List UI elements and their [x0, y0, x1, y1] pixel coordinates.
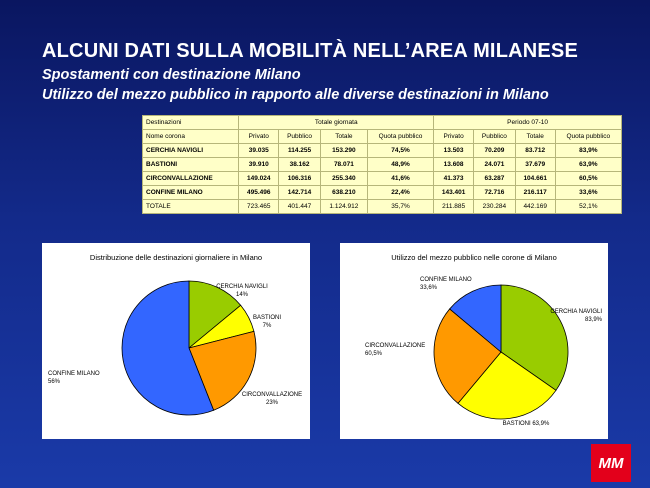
pie-chart-utilizzo: CERCHIA NAVIGLI 83,9% BASTIONI 63,9% CIRCON…	[365, 277, 603, 427]
table-cell: 38.162	[278, 157, 321, 172]
table-cell: 33,6%	[554, 185, 623, 200]
table-cell: 41,6%	[366, 171, 435, 186]
slice-label: CONFINE MILANO 33,6%	[420, 277, 472, 291]
column-header: Quota pubblico	[554, 129, 623, 144]
table-cell: 1.124.912	[319, 199, 368, 214]
table-cell: 442.169	[514, 199, 556, 214]
chart-panel-distribuzione: Distribuzione delle destinazioni giornal…	[42, 243, 310, 439]
table-cell: 13.503	[433, 143, 475, 158]
column-header: Privato	[433, 129, 475, 144]
table-row: BASTIONI 39.910 38.162 78.071 48,9% 13.608 24.…	[141, 157, 623, 172]
slice-label: CIRCONVALLAZIONE 60,5%	[365, 343, 425, 357]
slide-subtitle-1: Spostamenti con destinazione Milano	[42, 67, 301, 83]
table-header-periodo: Periodo 07-10	[433, 115, 622, 130]
pie-slice-bastioni	[457, 351, 557, 420]
table-cell: 723.465	[238, 199, 280, 214]
table-cell: 70.209	[473, 143, 516, 158]
table-cell: 83.712	[514, 143, 556, 158]
logo-text: MM	[598, 454, 624, 472]
table-cell: 153.290	[319, 143, 368, 158]
row-label: TOTALE	[141, 199, 240, 214]
table-cell: 35,7%	[366, 199, 435, 214]
table-cell: 216.117	[514, 185, 556, 200]
table-header-totale-giornata: Totale giornata	[238, 115, 435, 130]
table-cell: 13.608	[433, 157, 475, 172]
slice-label: BASTIONI 63,9%	[503, 421, 550, 427]
pie-chart-distribuzione: CERCHIA NAVIGLI 14% BASTIONI 7% CIRCONVALLAZ…	[48, 280, 302, 416]
column-header: Totale	[319, 129, 368, 144]
slide-subtitle-2: Utilizzo del mezzo pubblico in rapporto …	[42, 87, 549, 103]
table-cell: 255.340	[319, 171, 368, 186]
table-cell: 78.071	[319, 157, 368, 172]
table-header-destinazioni: Destinazioni	[141, 115, 240, 130]
table-cell: 114.255	[278, 143, 321, 158]
table-cell: 60,5%	[554, 171, 623, 186]
table-cell: 39.910	[238, 157, 280, 172]
table-cell: 104.661	[514, 171, 556, 186]
table-cell: 52,1%	[554, 199, 623, 214]
table-cell: 106.316	[278, 171, 321, 186]
chart-title: Distribuzione delle destinazioni giornal…	[89, 253, 263, 262]
pie-slice-confine-milano	[121, 280, 215, 416]
slice-label: CONFINE MILANO 56%	[48, 371, 100, 385]
column-header: Totale	[514, 129, 556, 144]
row-label: CERCHIA NAVIGLI	[141, 143, 240, 158]
table-cell: 37.679	[514, 157, 556, 172]
column-header: Privato	[238, 129, 280, 144]
table-cell: 83,9%	[554, 143, 623, 158]
table-cell: 63,9%	[554, 157, 623, 172]
pie-slice-cerchia-navigli	[188, 280, 242, 349]
row-label: CONFINE MILANO	[141, 185, 240, 200]
table-cell: 22,4%	[366, 185, 435, 200]
row-label: BASTIONI	[141, 157, 240, 172]
table-row: TOTALE 723.465 401.447 1.124.912 35,7% 211.88…	[141, 199, 623, 214]
table-cell: 39.035	[238, 143, 280, 158]
table-cell: 143.401	[433, 185, 475, 200]
slice-label: CERCHIA NAVIGLI 83,9%	[550, 309, 602, 323]
table-cell: 495.496	[238, 185, 280, 200]
table-cell: 401.447	[278, 199, 321, 214]
table-group-header-row: Destinazioni Totale giornata Periodo 07-…	[141, 115, 622, 130]
column-header: Pubblico	[473, 129, 516, 144]
chart-title: Utilizzo del mezzo pubblico nelle corone…	[391, 253, 557, 262]
table-cell: 48,9%	[366, 157, 435, 172]
table-row: CERCHIA NAVIGLI 39.035 114.255 153.290 74,5%…	[141, 143, 623, 158]
table-cell: 41.373	[433, 171, 475, 186]
pie-slice-cerchia-navigli	[500, 284, 569, 391]
mm-logo: MM	[591, 444, 631, 482]
table-row: CIRCONVALLAZIONE 149.024 106.316 255.340 41,…	[141, 171, 623, 186]
table-cell: 24.071	[473, 157, 516, 172]
column-header: Pubblico	[278, 129, 321, 144]
pie-slice-circonvallazione	[433, 308, 502, 404]
table-row: CONFINE MILANO 495.496 142.714 638.210 22,4%…	[141, 185, 623, 200]
pie-slice-confine-milano	[449, 284, 502, 353]
table-cell: 230.284	[473, 199, 516, 214]
table-cell: 211.885	[433, 199, 475, 214]
slice-label: CIRCONVALLAZIONE 23%	[242, 392, 302, 406]
table-cell: 142.714	[278, 185, 321, 200]
table-cell: 74,5%	[366, 143, 435, 158]
slice-label: CERCHIA NAVIGLI 14%	[216, 284, 268, 298]
chart-panel-utilizzo: Utilizzo del mezzo pubblico nelle corone…	[340, 243, 608, 439]
table-column-header-row: Nome corona Privato Pubblico Totale Quot…	[141, 129, 623, 144]
slide-title: ALCUNI DATI SULLA MOBILITÀ NELL’AREA MIL…	[42, 40, 579, 62]
table-cell: 638.210	[319, 185, 368, 200]
pie-slice-circonvallazione	[188, 330, 257, 411]
table-cell: 72.716	[473, 185, 516, 200]
column-header: Quota pubblico	[366, 129, 435, 144]
mobility-table: Destinazioni Totale giornata Periodo 07-…	[141, 115, 623, 214]
slice-label: BASTIONI 7%	[253, 315, 281, 329]
column-header: Nome corona	[141, 129, 240, 144]
table-cell: 63.287	[473, 171, 516, 186]
table-cell: 149.024	[238, 171, 280, 186]
row-label: CIRCONVALLAZIONE	[141, 171, 240, 186]
